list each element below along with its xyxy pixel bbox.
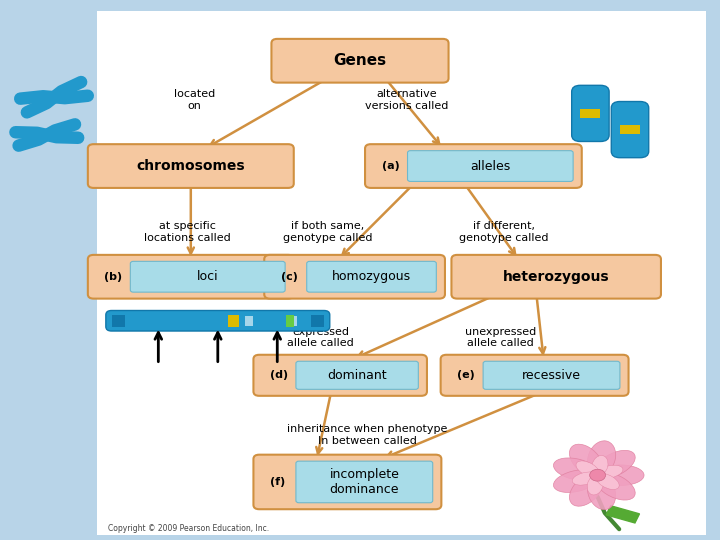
Text: (d): (d) — [270, 370, 288, 380]
FancyBboxPatch shape — [611, 102, 649, 158]
FancyBboxPatch shape — [130, 261, 285, 292]
Text: (c): (c) — [281, 272, 297, 282]
Text: located
on: located on — [174, 89, 215, 111]
Ellipse shape — [596, 474, 619, 489]
Ellipse shape — [570, 444, 603, 476]
Bar — [288, 316, 297, 326]
Bar — [407, 316, 415, 326]
Bar — [580, 109, 600, 118]
Text: (f): (f) — [270, 477, 285, 487]
Text: unexpressed
allele called: unexpressed allele called — [465, 327, 536, 348]
Ellipse shape — [588, 441, 616, 476]
Text: (b): (b) — [104, 272, 122, 282]
Bar — [286, 315, 294, 327]
Text: alternative
versions called: alternative versions called — [365, 89, 449, 111]
FancyBboxPatch shape — [572, 85, 609, 141]
FancyBboxPatch shape — [271, 39, 449, 83]
Ellipse shape — [595, 472, 635, 500]
Ellipse shape — [590, 469, 606, 481]
Text: expressed
allele called: expressed allele called — [287, 327, 354, 348]
FancyBboxPatch shape — [307, 261, 436, 292]
Ellipse shape — [592, 455, 608, 476]
Text: inheritance when phenotype
In between called: inheritance when phenotype In between ca… — [287, 424, 447, 446]
Text: homozygous: homozygous — [332, 270, 411, 284]
FancyBboxPatch shape — [296, 361, 418, 389]
Bar — [620, 125, 640, 134]
Text: recessive: recessive — [522, 369, 581, 382]
Text: if both same,
genotype called: if both same, genotype called — [283, 221, 372, 243]
Text: incomplete
dominance: incomplete dominance — [329, 468, 400, 496]
FancyBboxPatch shape — [88, 144, 294, 188]
Ellipse shape — [598, 465, 644, 485]
FancyBboxPatch shape — [253, 355, 427, 396]
FancyBboxPatch shape — [296, 461, 433, 503]
FancyBboxPatch shape — [97, 11, 706, 535]
Text: loci: loci — [197, 270, 219, 284]
FancyBboxPatch shape — [264, 255, 445, 299]
Text: chromosomes: chromosomes — [137, 159, 245, 173]
Ellipse shape — [554, 470, 598, 492]
Text: heterozygous: heterozygous — [503, 270, 610, 284]
Text: (e): (e) — [457, 370, 475, 380]
FancyBboxPatch shape — [408, 151, 573, 181]
Ellipse shape — [576, 461, 599, 477]
Bar — [371, 316, 379, 326]
FancyBboxPatch shape — [253, 455, 441, 509]
Text: if different,
genotype called: if different, genotype called — [459, 221, 549, 243]
Ellipse shape — [554, 458, 598, 481]
FancyBboxPatch shape — [88, 255, 294, 299]
FancyBboxPatch shape — [106, 310, 330, 331]
Bar — [245, 316, 253, 326]
Text: dominant: dominant — [328, 369, 387, 382]
FancyBboxPatch shape — [483, 361, 620, 389]
Ellipse shape — [595, 450, 635, 478]
Ellipse shape — [588, 475, 616, 510]
Ellipse shape — [588, 475, 603, 495]
Bar — [311, 315, 324, 327]
Text: at specific
locations called: at specific locations called — [144, 221, 230, 243]
Ellipse shape — [572, 472, 598, 485]
Ellipse shape — [597, 465, 623, 478]
FancyArrow shape — [606, 506, 639, 523]
Text: alleles: alleles — [470, 159, 510, 173]
Text: Copyright © 2009 Pearson Education, Inc.: Copyright © 2009 Pearson Education, Inc. — [108, 524, 269, 532]
Text: Genes: Genes — [333, 53, 387, 68]
FancyBboxPatch shape — [365, 144, 582, 188]
Bar — [228, 315, 239, 327]
FancyBboxPatch shape — [441, 355, 629, 396]
FancyBboxPatch shape — [451, 255, 661, 299]
Text: (a): (a) — [382, 161, 400, 171]
Ellipse shape — [570, 474, 603, 506]
Bar — [112, 315, 125, 327]
